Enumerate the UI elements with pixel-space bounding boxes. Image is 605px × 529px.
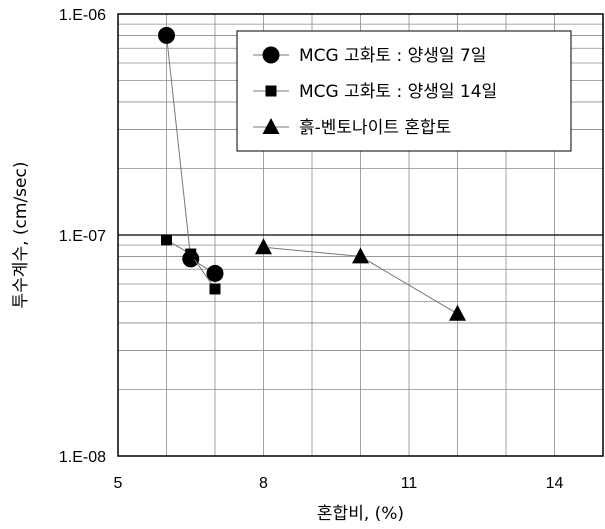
legend-label: MCG 고화토 : 양생일 7일 xyxy=(299,46,486,66)
legend-box xyxy=(236,30,572,152)
legend-marker-square xyxy=(265,85,277,97)
x-axis-title: 혼합비, (%) xyxy=(317,504,404,524)
data-point-circle xyxy=(158,26,175,44)
legend-item: MCG 고화토 : 양생일 14일 xyxy=(253,82,497,102)
legend: MCG 고화토 : 양생일 7일 MCG 고화토 : 양생일 14일흙-벤토나이트… xyxy=(236,30,572,152)
x-tick-label: 11 xyxy=(401,475,418,492)
data-point-circle xyxy=(206,264,224,282)
legend-marker-triangle xyxy=(262,118,280,134)
x-tick-labels: 5 8 11 14 xyxy=(114,475,564,492)
legend-label: MCG 고화토 : 양생일 14일 xyxy=(299,82,497,102)
legend-item: 흙-벤토나이트 혼합토 xyxy=(253,118,451,138)
series-2 xyxy=(161,234,221,295)
legend-marker-circle xyxy=(262,46,280,64)
y-tick-label: 1.E-06 xyxy=(59,7,106,24)
data-point-square xyxy=(185,248,197,260)
data-point-triangle xyxy=(449,304,466,321)
data-point-square xyxy=(209,283,221,295)
x-tick-label: 8 xyxy=(259,475,268,492)
data-point-triangle xyxy=(352,247,369,264)
x-tick-label: 14 xyxy=(546,475,564,492)
x-tick-label: 5 xyxy=(114,475,123,492)
plot-frame xyxy=(117,13,604,457)
y-tick-label: 1.E-07 xyxy=(59,228,106,245)
series-3 xyxy=(255,238,466,321)
legend-label: 흙-벤토나이트 혼합토 xyxy=(299,118,451,138)
data-point-square xyxy=(161,234,172,246)
series-layer xyxy=(158,26,466,321)
y-tick-labels: 1.E-06 1.E-07 1.E-08 xyxy=(59,7,106,466)
y-axis-title: 투수계수, (cm/sec) xyxy=(11,162,31,309)
y-tick-label: 1.E-08 xyxy=(59,449,106,466)
legend-item: MCG 고화토 : 양생일 7일 xyxy=(253,46,486,66)
data-point-triangle xyxy=(255,238,272,255)
series-line xyxy=(166,35,216,274)
